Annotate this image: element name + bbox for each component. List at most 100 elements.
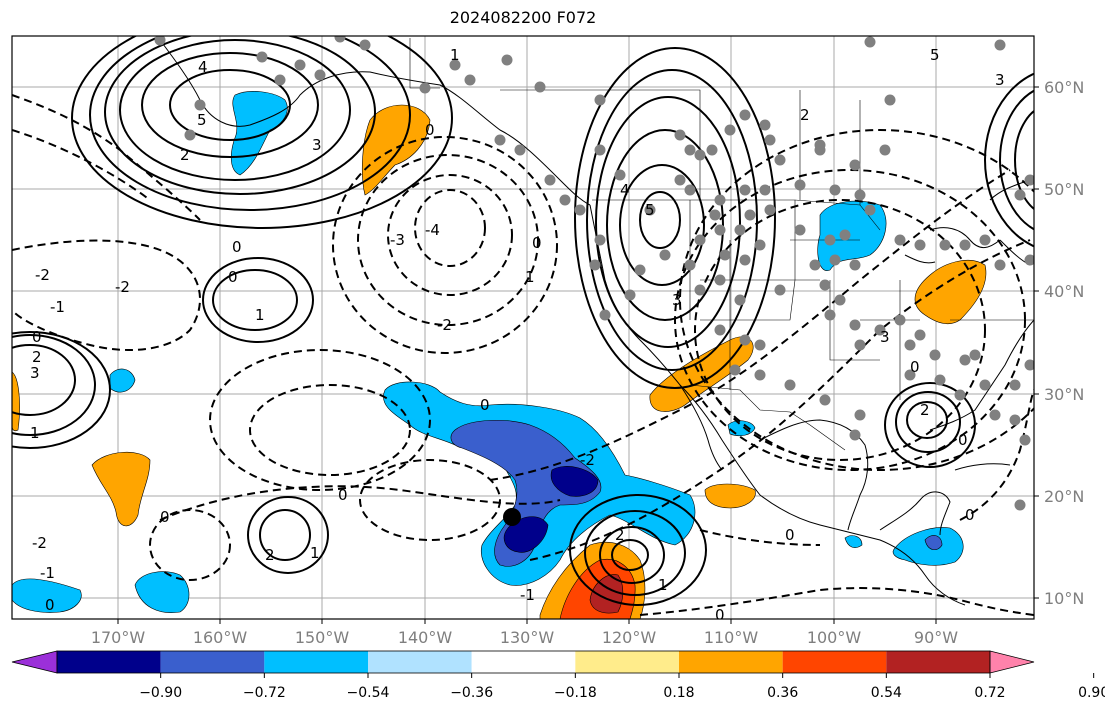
station-dot [709, 209, 721, 221]
station-dot [274, 74, 286, 86]
station-dot [706, 144, 718, 156]
shade-epac-darkred [589, 574, 624, 614]
station-dot [464, 74, 476, 86]
contour-goa-1 [332, 136, 558, 354]
station-dot [904, 369, 916, 381]
station-dot [644, 204, 656, 216]
station-dot [784, 379, 796, 391]
shade-small-blue [844, 535, 863, 548]
station-dot [774, 284, 786, 296]
contour-south-0 [639, 587, 1034, 616]
coast-cuba [954, 463, 1011, 471]
station-dot [334, 36, 346, 43]
station-dot [994, 259, 1006, 271]
station-dot [724, 124, 736, 136]
colorbar-tick-label: −0.36 [450, 685, 493, 701]
station-dot [714, 194, 726, 206]
map-frame [11, 35, 1035, 620]
colorbar-box [368, 651, 472, 673]
colorbar: −0.90 −0.72 −0.54 −0.36 −0.18 0.18 0.36 0.54 0.7… [11, 650, 1105, 701]
lon-label: 110°W [704, 628, 759, 647]
clabel-goa-0: 0 [232, 238, 242, 256]
station-dot [294, 59, 306, 71]
station-dot [884, 94, 896, 106]
contour-gm-1 [895, 391, 961, 453]
colorbar-tick-label: 0.90 [1078, 685, 1105, 701]
station-dot [739, 184, 751, 196]
clabel-goa-m3: -3 [390, 231, 405, 249]
clabel-ak-3: 3 [312, 136, 322, 154]
clabel-usw-5: 5 [645, 201, 655, 219]
clabel-w-m2: -2 [35, 266, 50, 284]
clabel-usw-4: 4 [620, 181, 630, 199]
clabel-goa-m4: -4 [425, 221, 440, 239]
clabel-ep-2: 2 [615, 526, 625, 544]
contour-hi-2 [259, 509, 311, 561]
station-dot [1014, 189, 1026, 201]
colorbar-box [886, 651, 990, 673]
contour-we-1 [12, 331, 111, 449]
colorbar-box [471, 651, 576, 673]
colorbar-max-extend [989, 650, 1035, 674]
border-us-mexico [689, 384, 846, 451]
colorbar-tick-label: 0.36 [767, 685, 798, 701]
station-dot [959, 239, 971, 251]
station-dot [194, 99, 206, 111]
station-dot [614, 169, 626, 181]
shade-trop-navy1 [550, 466, 599, 497]
clabel-usw-1: 1 [525, 268, 535, 286]
lon-label: 160°W [193, 628, 248, 647]
station-dot [854, 339, 866, 351]
contour-usw-3 [606, 129, 724, 321]
station-dot [154, 36, 166, 46]
station-dot [829, 184, 841, 196]
station-dot [819, 394, 831, 406]
station-dot [559, 194, 571, 206]
station-dot [594, 94, 606, 106]
station-dot [824, 309, 836, 321]
station-dot [979, 234, 991, 246]
contour-mex [699, 529, 821, 546]
station-dot [739, 254, 751, 266]
colorbar-tick-label: −0.54 [347, 685, 390, 701]
station-dot [759, 184, 771, 196]
colorbar-box [57, 651, 161, 673]
station-dot [1024, 254, 1034, 266]
station-dot [989, 409, 1001, 421]
contour-ak-3 [119, 39, 351, 181]
station-dot [624, 289, 636, 301]
station-dot [849, 319, 861, 331]
station-dot [419, 82, 431, 94]
station-dot [764, 204, 776, 216]
station-dot [734, 294, 746, 306]
station-dot [694, 149, 706, 161]
clabel-w-1: 1 [30, 424, 40, 442]
contour-usw-0 [574, 47, 776, 389]
station-dot [674, 129, 686, 141]
lat-label: 40°N [1044, 282, 1084, 301]
shade-goa-orange [361, 104, 431, 196]
contour-ee-3 [1014, 109, 1034, 211]
clabel-ep-1: 1 [658, 576, 668, 594]
colorbar-outline [56, 650, 991, 674]
clabel-wp-0b: 0 [45, 596, 55, 614]
contour-usw-4 [619, 164, 705, 286]
station-dot [544, 174, 556, 186]
contours-positive [12, 36, 1034, 606]
station-dot [684, 184, 696, 196]
clabel-ne-3: 3 [995, 71, 1005, 89]
station-dots [154, 36, 1034, 511]
clabel-ak-2: 2 [180, 146, 190, 164]
station-dot [754, 239, 766, 251]
contour-goa-2 [357, 154, 539, 326]
shading-layer [12, 91, 987, 619]
map-title: 2024082200 F072 [449, 8, 597, 27]
contour-diag2 [529, 239, 1031, 561]
station-dot [904, 339, 916, 351]
clabel-sp-0: 0 [338, 486, 348, 504]
coast-florida [929, 319, 1034, 431]
contour-sp-n1 [149, 509, 231, 581]
station-dot [684, 259, 696, 271]
clabel-usw-0: 0 [532, 234, 542, 252]
